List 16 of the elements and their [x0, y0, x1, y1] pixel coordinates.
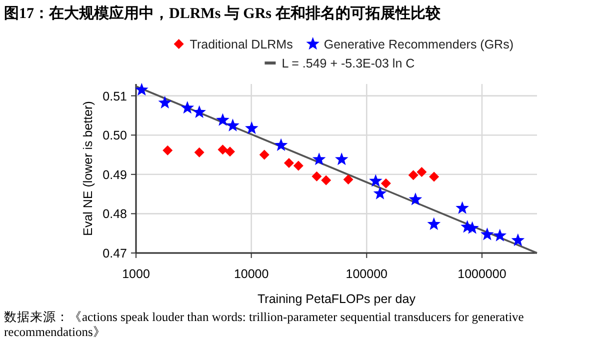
x-tick-label: 1000 [122, 267, 150, 281]
x-tick-label: 10000 [234, 267, 269, 281]
chart-title: 图17：在大规模应用中，DLRMs 与 GRs 在和排名的可拓展性比较 [4, 4, 440, 23]
source-note: 数据来源：《actions speak louder than words: trillion-parameter sequential transducers for generative recommendations》 [4, 310, 525, 340]
x-axis-title: Training PetaFLOPs per day [258, 292, 416, 306]
y-tick-label: 0.48 [102, 207, 128, 222]
y-tick-label: 0.47 [102, 246, 128, 260]
x-tick-label: 1000000 [458, 267, 506, 281]
y-tick-label: 0.50 [102, 128, 128, 143]
x-tick-label: 100000 [346, 267, 388, 281]
y-tick-label: 0.49 [102, 168, 128, 182]
y-axis-title: Eval NE (lower is better) [81, 101, 95, 236]
legend-label: Generative Recommenders (GRs) [324, 38, 514, 52]
legend-label: L = .549 + -5.3E-03 ln C [282, 56, 415, 70]
legend-label: Traditional DLRMs [190, 38, 293, 52]
y-tick-label: 0.51 [102, 89, 128, 104]
